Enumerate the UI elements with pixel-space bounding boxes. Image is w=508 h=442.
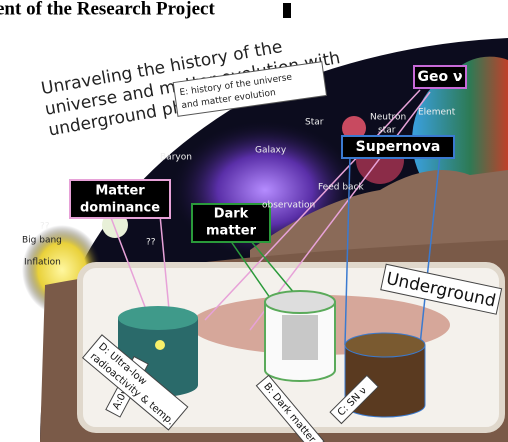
supernova-label: Supernova [356, 139, 441, 155]
feedback-label: Feed back [318, 183, 365, 193]
neutron-star-label: Neutron [370, 113, 406, 123]
observation-label: observation [262, 201, 315, 211]
big-bang-label: Big bang [22, 236, 62, 246]
title-marker [283, 3, 291, 18]
neutron-star-label: star [378, 126, 396, 136]
baryon-label: Baryon [160, 153, 192, 163]
element-label: Element [418, 108, 456, 118]
page-title: ent of the Research Project [0, 0, 215, 19]
dark-matter-label: Dark [214, 207, 249, 222]
page: ent of the Research Project Unraveling t… [0, 0, 508, 442]
unknown-label: ?? [40, 222, 50, 232]
matter-dominance-label: Matter [95, 184, 145, 199]
star-label: Star [305, 118, 324, 128]
matter-dominance-label: dominance [80, 201, 160, 216]
dark-matter-label: matter [206, 224, 257, 239]
detector-b [265, 291, 335, 381]
galaxy-label: Galaxy [255, 146, 287, 156]
inflation-label: Inflation [24, 258, 61, 268]
unknown-label: ?? [146, 238, 156, 248]
geo-label: Geo ν [417, 69, 462, 85]
diagram: ent of the Research Project Unraveling t… [0, 0, 508, 442]
